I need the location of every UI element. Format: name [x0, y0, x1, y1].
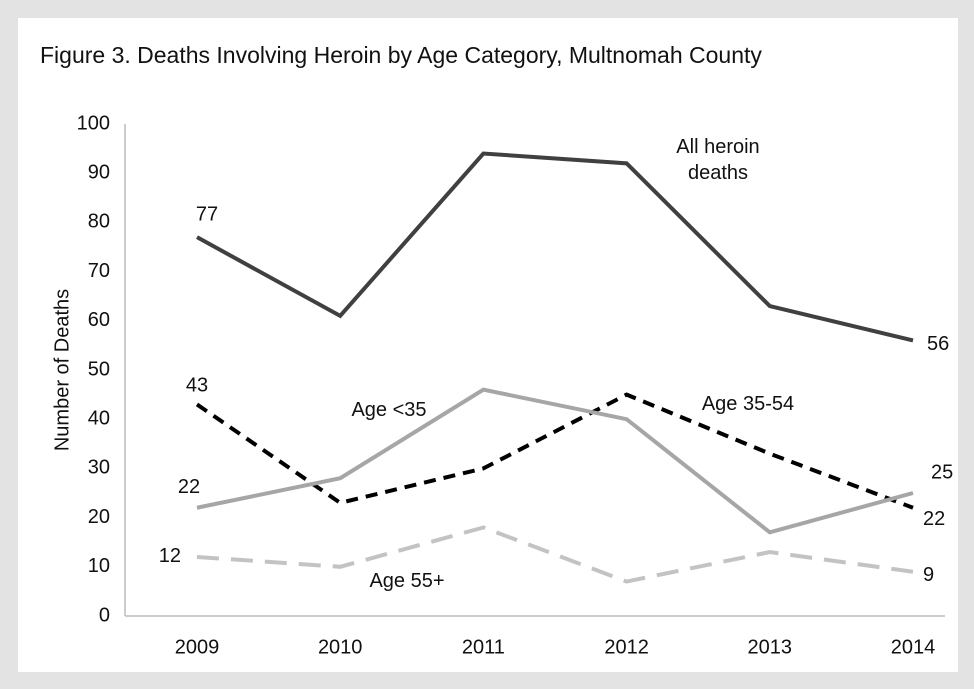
series-label: Age 55+ — [369, 570, 445, 592]
line-series — [195, 392, 914, 510]
data-label: 25 — [931, 461, 953, 483]
y-tick-label: 90 — [88, 161, 110, 183]
y-tick-label: 100 — [77, 112, 110, 134]
y-tick-label: 60 — [88, 309, 110, 331]
x-tick-label: 2013 — [748, 636, 793, 658]
y-tick-label: 70 — [88, 260, 110, 282]
data-label: 56 — [927, 333, 949, 355]
chart-title: Figure 3. Deaths Involving Heroin by Age… — [40, 42, 762, 68]
data-label: 77 — [196, 203, 218, 225]
line-series — [196, 525, 914, 584]
x-tick-label: 2010 — [318, 636, 363, 658]
y-tick-label: 80 — [88, 211, 110, 233]
x-tick-label: 2009 — [175, 636, 220, 658]
x-tick-label: 2012 — [604, 636, 649, 658]
data-label: 43 — [186, 375, 208, 397]
line-series — [196, 387, 914, 535]
chart-panel — [18, 18, 958, 672]
x-tick-label: 2014 — [891, 636, 936, 658]
data-label: 22 — [923, 508, 945, 530]
data-label: 22 — [178, 476, 200, 498]
data-label: 12 — [159, 545, 181, 567]
y-tick-label: 0 — [99, 604, 110, 626]
data-label: 9 — [923, 564, 934, 586]
y-tick-label: 20 — [88, 506, 110, 528]
line-series — [196, 151, 914, 343]
y-tick-label: 30 — [88, 457, 110, 479]
y-axis-label: Number of Deaths — [51, 289, 73, 451]
series-label: Age 35-54 — [701, 393, 795, 415]
y-tick-label: 10 — [88, 555, 110, 577]
x-tick-label: 2011 — [462, 636, 505, 658]
series-label: Age <35 — [351, 399, 427, 421]
series-label: All heroin deaths — [676, 136, 760, 184]
y-tick-label: 40 — [88, 407, 110, 429]
y-tick-label: 50 — [88, 358, 110, 380]
